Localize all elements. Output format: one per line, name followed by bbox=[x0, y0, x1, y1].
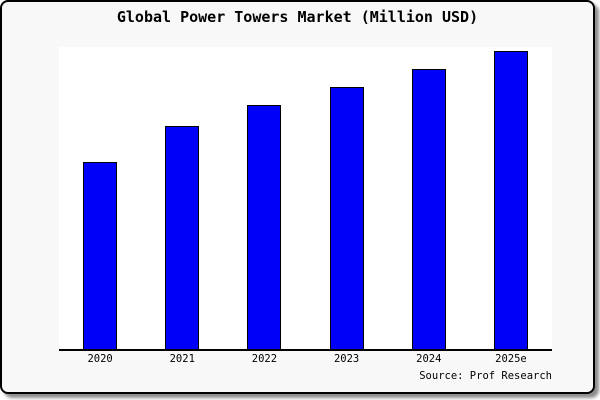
chart-card: Global Power Towers Market (Million USD)… bbox=[0, 0, 595, 394]
x-axis-labels: 2020 2021 2022 2023 2024 2025e bbox=[59, 353, 552, 366]
bar-slot-2025e bbox=[470, 47, 552, 349]
bar-slot-2021 bbox=[141, 47, 223, 349]
bar-2024 bbox=[411, 69, 446, 349]
x-tick-label-2021: 2021 bbox=[169, 353, 195, 365]
source-note: Source: Prof Research bbox=[419, 370, 552, 382]
bar-slot-2024 bbox=[388, 47, 470, 349]
bar-2025e bbox=[493, 51, 528, 349]
x-tick-label-2022: 2022 bbox=[251, 353, 278, 365]
bars-container bbox=[59, 47, 552, 349]
chart-title: Global Power Towers Market (Million USD) bbox=[116, 8, 479, 26]
x-tick-label-2023: 2023 bbox=[333, 353, 360, 365]
x-tick-label-2025e: 2025e bbox=[495, 353, 527, 365]
bar-slot-2023 bbox=[306, 47, 388, 349]
bar-2021 bbox=[165, 125, 200, 349]
bar-2022 bbox=[247, 105, 282, 349]
bar-slot-2020 bbox=[59, 47, 141, 349]
plot-area bbox=[59, 47, 552, 351]
x-tick-label-2020: 2020 bbox=[87, 353, 113, 365]
x-tick-label-2024: 2024 bbox=[416, 353, 442, 365]
bar-2020 bbox=[83, 161, 118, 349]
bar-slot-2022 bbox=[223, 47, 305, 349]
bar-2023 bbox=[329, 87, 364, 349]
